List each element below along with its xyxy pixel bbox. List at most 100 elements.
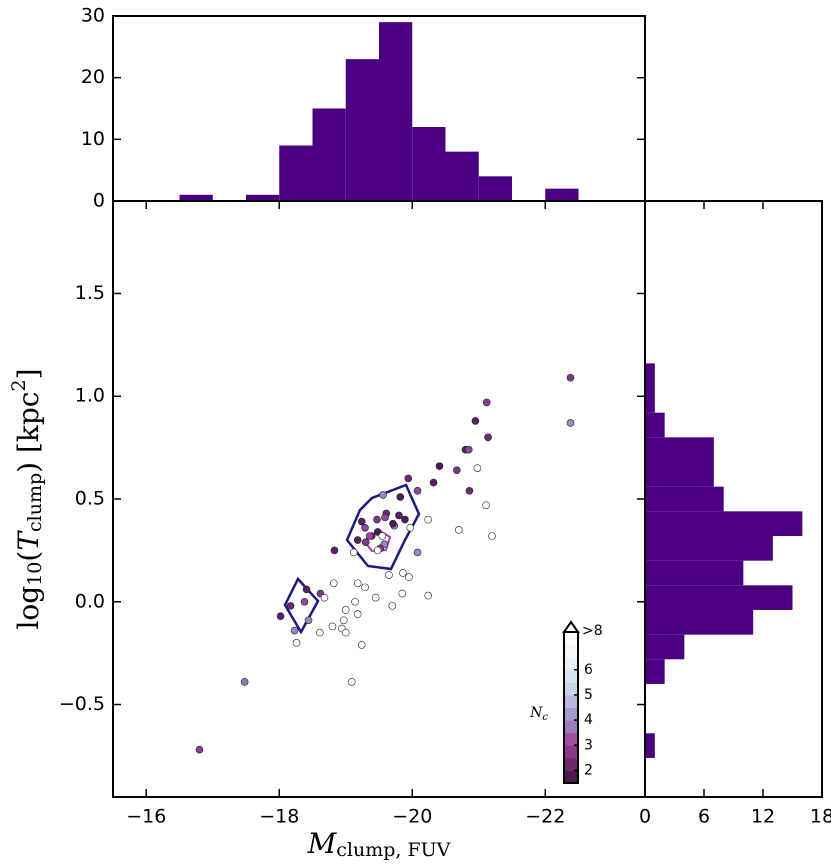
point bbox=[240, 678, 249, 686]
colorbar-tick-label: 6 bbox=[584, 662, 593, 678]
point bbox=[385, 571, 393, 579]
contour bbox=[283, 576, 320, 635]
point bbox=[488, 532, 496, 540]
colorbar-extend bbox=[562, 620, 580, 633]
point bbox=[353, 610, 362, 618]
point bbox=[395, 511, 403, 520]
point bbox=[347, 678, 356, 686]
point bbox=[316, 628, 324, 637]
point bbox=[484, 433, 492, 442]
point bbox=[373, 515, 381, 524]
bar bbox=[645, 609, 754, 635]
point bbox=[396, 493, 405, 501]
colorbar-segment bbox=[564, 644, 578, 658]
y-axis-label-part: ( bbox=[12, 551, 45, 562]
bar bbox=[645, 437, 714, 463]
colorbar-segment bbox=[564, 757, 578, 771]
point bbox=[320, 593, 329, 602]
colorbar-tick-label: 4 bbox=[584, 712, 593, 728]
point bbox=[292, 639, 301, 647]
bar bbox=[645, 733, 655, 758]
point bbox=[357, 517, 366, 526]
point bbox=[328, 622, 337, 631]
bar bbox=[645, 560, 744, 586]
bar bbox=[312, 108, 346, 201]
y-axis-label-part: log bbox=[12, 586, 45, 630]
point bbox=[330, 546, 339, 555]
point bbox=[361, 523, 369, 532]
point bbox=[404, 474, 413, 483]
point bbox=[195, 745, 204, 754]
point bbox=[413, 486, 422, 495]
x-tick-label: −18 bbox=[259, 806, 299, 828]
x-tick-label: 18 bbox=[810, 806, 831, 828]
bar bbox=[645, 388, 655, 413]
point bbox=[357, 641, 366, 649]
y-axis-label-part: 10 bbox=[24, 562, 46, 586]
point bbox=[399, 569, 407, 577]
x-tick-label: 12 bbox=[751, 806, 775, 828]
point bbox=[453, 466, 461, 475]
point bbox=[286, 602, 295, 610]
point bbox=[471, 417, 480, 425]
y-axis-label: log10(Tclump) [kpc2] bbox=[8, 368, 46, 629]
x-tick-label: −16 bbox=[126, 806, 166, 828]
colorbar-segment bbox=[564, 669, 578, 683]
colorbar-segment bbox=[564, 770, 578, 784]
point bbox=[361, 538, 370, 546]
colorbar-segment bbox=[564, 732, 578, 746]
point bbox=[566, 373, 575, 382]
point bbox=[371, 593, 380, 602]
point bbox=[304, 616, 313, 625]
point bbox=[424, 515, 433, 524]
bar bbox=[379, 22, 413, 201]
colorbar-segment bbox=[564, 694, 578, 708]
point bbox=[300, 597, 309, 606]
point bbox=[482, 501, 490, 509]
y-axis-label-part: T bbox=[12, 530, 45, 551]
point bbox=[351, 597, 359, 606]
x-axis-label-part: M bbox=[307, 827, 338, 860]
point bbox=[398, 589, 407, 598]
bar bbox=[179, 194, 213, 201]
point bbox=[341, 606, 350, 614]
x-tick-label: 6 bbox=[698, 806, 710, 828]
point bbox=[566, 419, 575, 427]
colorbar-segment bbox=[564, 745, 578, 759]
y-tick-label: 1.5 bbox=[75, 282, 105, 304]
bar bbox=[645, 585, 793, 610]
colorbar-label-part: c bbox=[542, 712, 548, 723]
point bbox=[353, 536, 362, 544]
point bbox=[424, 591, 433, 600]
x-axis-label: Mclump, FUV bbox=[307, 827, 451, 862]
y-tick-label: 0 bbox=[93, 190, 105, 212]
y-axis-label-part: ) [kpc bbox=[12, 392, 45, 473]
bar bbox=[279, 145, 313, 201]
point bbox=[349, 548, 358, 557]
y-tick-label: 20 bbox=[81, 66, 105, 88]
point bbox=[379, 491, 387, 499]
point bbox=[276, 612, 285, 620]
bar bbox=[246, 194, 280, 201]
y-axis-label-part: ] bbox=[12, 368, 45, 379]
colorbar-extend-label: >8 bbox=[582, 623, 603, 639]
y-tick-label: −0.5 bbox=[59, 693, 105, 715]
y-tick-label: 0.0 bbox=[75, 590, 105, 612]
colorbar-label-part: N bbox=[529, 705, 543, 721]
point bbox=[464, 445, 473, 454]
y-tick-label: 0.5 bbox=[75, 488, 105, 510]
point bbox=[329, 579, 338, 588]
y-tick-label: 10 bbox=[81, 128, 105, 150]
point bbox=[473, 464, 482, 472]
bar bbox=[412, 127, 446, 201]
x-tick-label: 0 bbox=[639, 806, 651, 828]
y-tick-label: 30 bbox=[81, 5, 105, 27]
point bbox=[429, 478, 438, 487]
point bbox=[361, 583, 369, 592]
point bbox=[341, 628, 350, 637]
point bbox=[388, 602, 397, 610]
point bbox=[378, 532, 387, 540]
bar bbox=[645, 659, 665, 684]
y-axis-label-part: clump bbox=[24, 473, 46, 532]
colorbar-segment bbox=[564, 657, 578, 671]
